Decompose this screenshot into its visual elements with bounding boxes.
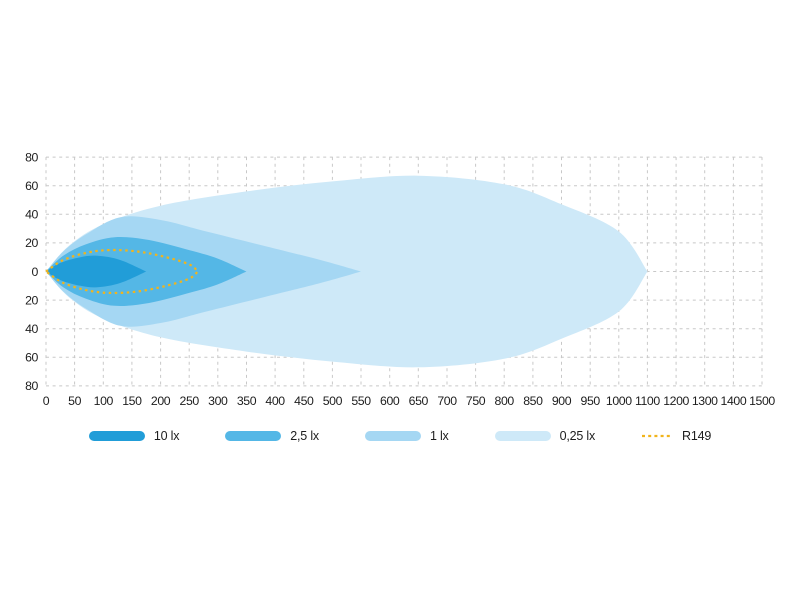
x-tick-label: 950: [581, 394, 601, 408]
legend-label: 2,5 lx: [290, 429, 319, 443]
legend-item-2-5-lx: 2,5 lx: [225, 429, 319, 443]
x-tick-label: 350: [237, 394, 257, 408]
y-tick-label: 20: [25, 293, 38, 307]
x-tick-label: 450: [294, 394, 314, 408]
x-tick-label: 750: [466, 394, 486, 408]
y-tick-label: 60: [25, 351, 38, 365]
x-tick-label: 900: [552, 394, 572, 408]
legend-item-1-lx: 1 lx: [364, 429, 449, 443]
y-tick-label: 60: [25, 179, 38, 193]
legend-label: 1 lx: [429, 429, 449, 443]
x-tick-label: 200: [151, 394, 171, 408]
x-tick-label: 800: [495, 394, 515, 408]
legend-label: R149: [682, 429, 712, 443]
beam-area-2-5-lx: [46, 237, 247, 306]
legend-swatch: [364, 431, 421, 441]
legend-label: 10 lx: [153, 429, 180, 443]
x-tick-label: 550: [351, 394, 371, 408]
x-tick-label: 1000: [606, 394, 632, 408]
legend-swatch: [494, 431, 551, 441]
chart-canvas: 0 50 100 150 200 250 300 350 400 450 500 550 600 650 7…: [25, 150, 776, 408]
r149-dash-icon: [642, 434, 673, 438]
x-tick-label: 1100: [635, 394, 660, 408]
x-tick-label: 250: [180, 394, 200, 408]
legend-item-10-lx: 10 lx: [88, 429, 180, 443]
x-tick-label: 100: [94, 394, 114, 408]
legend: 10 lx 2,5 lx 1 lx 0,25 lx R149: [0, 429, 800, 443]
x-tick-label: 1400: [721, 394, 747, 408]
x-tick-label: 850: [523, 394, 543, 408]
x-tick-label: 1500: [749, 394, 775, 408]
y-tick-label: 40: [25, 322, 38, 336]
x-tick-label: 1300: [692, 394, 718, 408]
x-tick-label: 700: [437, 394, 457, 408]
y-tick-label: 0: [32, 265, 39, 279]
y-tick-label: 80: [25, 379, 38, 393]
x-tick-label: 300: [208, 394, 228, 408]
legend-label: 0,25 lx: [559, 429, 596, 443]
x-tick-label: 600: [380, 394, 400, 408]
y-axis-labels: 80 60 40 20 0 20 40 60 80: [25, 150, 39, 393]
legend-item-R149: R149: [641, 429, 711, 443]
beam-area-10-lx: [46, 255, 147, 288]
y-tick-label: 40: [25, 208, 38, 222]
legend-item-0-25-lx: 0,25 lx: [494, 429, 596, 443]
legend-swatch: [88, 431, 145, 441]
y-tick-label: 20: [25, 236, 38, 250]
x-tick-label: 50: [68, 394, 81, 408]
x-tick-label: 650: [409, 394, 429, 408]
legend-swatch: [225, 431, 282, 441]
beam-areas: [46, 175, 648, 368]
y-tick-label: 80: [25, 150, 38, 164]
x-tick-label: 500: [323, 394, 343, 408]
x-tick-label: 150: [122, 394, 142, 408]
x-tick-label: 0: [43, 394, 50, 408]
x-axis-labels: 0 50 100 150 200 250 300 350 400 450 500 550 600 650 7…: [43, 394, 776, 408]
x-tick-label: 1200: [663, 394, 689, 408]
x-tick-label: 400: [265, 394, 285, 408]
r149-outline: [43, 248, 200, 295]
